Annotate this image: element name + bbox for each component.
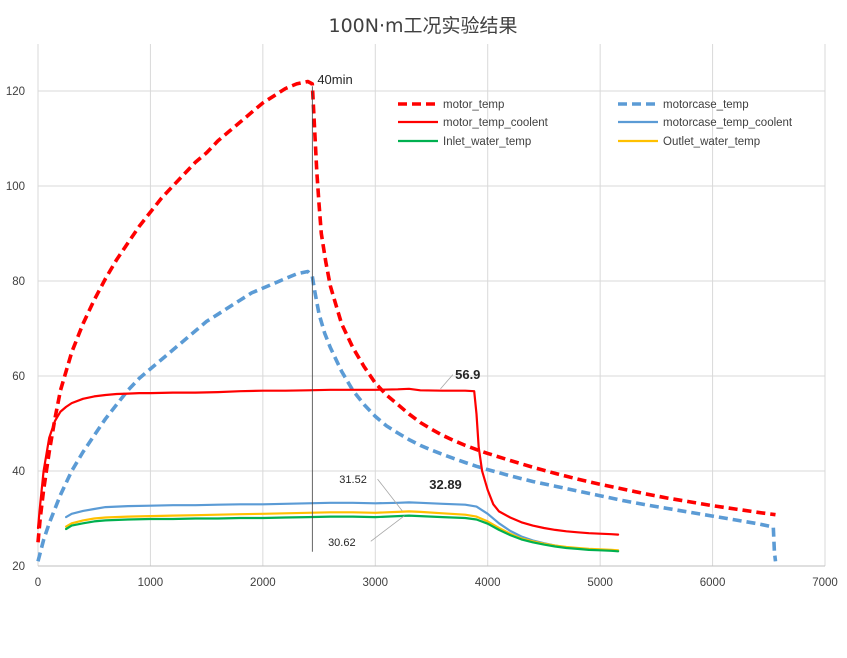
annotations: 40min 56.9 31.52 32.89 30.62 (311, 72, 480, 552)
chart-title: 100N·m工况实验结果 (328, 15, 517, 37)
series-line-inlet-water-temp (64, 514, 620, 553)
inlet-peak-leader (370, 515, 405, 542)
legend-label-motor-temp: motor_temp (443, 99, 504, 111)
outlet-peak-leader (377, 478, 403, 512)
y-tick-label: 40 (12, 466, 25, 478)
legend: motor_temp motorcase_temp motor_temp_coole… (398, 99, 793, 148)
peak-56-9-label: 56.9 (455, 367, 480, 382)
y-tick-label: 20 (12, 561, 25, 573)
x-tick-label: 2000 (250, 577, 276, 589)
series-layer (36, 79, 778, 562)
y-tick-label: 100 (6, 181, 25, 193)
x-tick-label: 5000 (587, 577, 613, 589)
case-peak-label: 32.89 (429, 477, 462, 492)
legend-label-motorcase-temp: motorcase_temp (663, 99, 749, 111)
x-tick-label: 7000 (812, 577, 838, 589)
x-tick-label: 3000 (362, 577, 388, 589)
series-line-motor-temp-coolent (36, 387, 620, 536)
series-line-motor-temp (36, 79, 776, 543)
legend-label-outlet-water-temp: Outlet_water_temp (663, 136, 760, 148)
axes: 0 1000 2000 3000 4000 5000 6000 7000 20 40 60 80 100… (6, 86, 838, 589)
x-tick-label: 4000 (475, 577, 501, 589)
outlet-peak-label: 31.52 (339, 474, 367, 486)
y-tick-label: 120 (6, 86, 25, 98)
series-line-motorcase-temp (36, 269, 778, 562)
legend-label-motorcase-temp-coolent: motorcase_temp_coolent (663, 117, 793, 129)
x-tick-label: 6000 (700, 577, 726, 589)
x-tick-label: 0 (35, 577, 41, 589)
x-tick-label: 1000 (138, 577, 164, 589)
legend-label-inlet-water-temp: Inlet_water_temp (443, 136, 531, 148)
gridlines (37, 44, 826, 567)
peak-56-9-leader (440, 374, 454, 390)
legend-label-motor-temp-coolent: motor_temp_coolent (443, 117, 549, 129)
y-tick-label: 80 (12, 276, 25, 288)
inlet-peak-label: 30.62 (328, 537, 356, 549)
vline-40min-label: 40min (317, 72, 352, 87)
y-tick-label: 60 (12, 371, 25, 383)
